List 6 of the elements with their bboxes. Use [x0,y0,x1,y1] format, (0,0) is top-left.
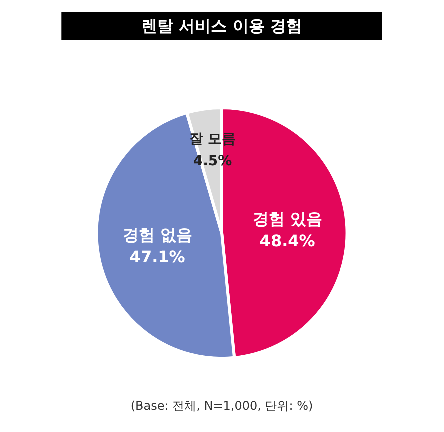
slice-label: 경험 있음 [252,209,322,228]
chart-title: 렌탈 서비스 이용 경험 [142,16,302,36]
text: (Base: 전체, N=1,000, 단위: %) [130,399,314,413]
slice-label: 경험 없음 [122,225,192,244]
data-label: 48.4% [260,231,316,250]
data-label: 47.1% [130,247,186,266]
